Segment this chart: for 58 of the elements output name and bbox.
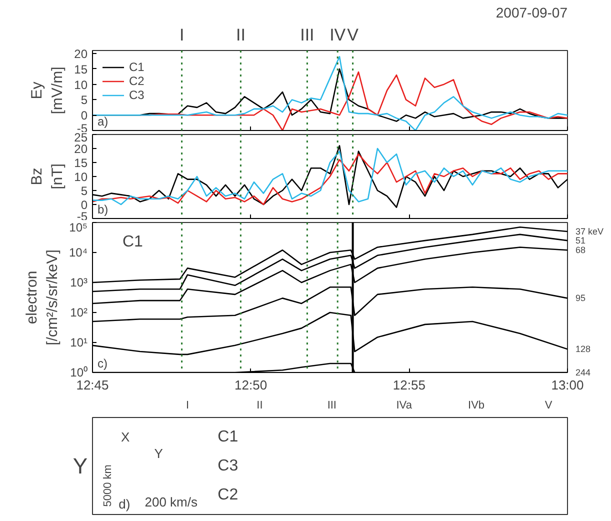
series-label: 51 xyxy=(576,236,586,246)
y-tick-label: 10⁰ xyxy=(70,366,88,380)
category-label: III xyxy=(327,400,336,412)
ref-line-label: III xyxy=(300,26,314,44)
y-tick-label: 10² xyxy=(70,306,88,320)
chart-title: 2007-09-07 xyxy=(496,4,568,20)
category-label: I xyxy=(186,400,190,412)
annotation: c) xyxy=(98,356,108,370)
x-tick-label: 12:55 xyxy=(392,378,426,392)
series-label: 128 xyxy=(576,344,591,354)
y-tick-label: 10 xyxy=(74,170,88,184)
series-label: 244 xyxy=(576,368,591,378)
text: X xyxy=(121,430,130,445)
text: d) xyxy=(118,496,130,512)
text: 200 km/s xyxy=(144,494,198,510)
series-label: 68 xyxy=(576,245,586,256)
category-label: C1 xyxy=(218,428,238,446)
y-tick-label: 15 xyxy=(74,156,88,170)
ref-line-label: IV xyxy=(330,26,346,44)
legend-label: C1 xyxy=(129,60,146,74)
category-label: C3 xyxy=(218,458,238,474)
annotation: C1 xyxy=(122,234,144,250)
y-tick-label: 5 xyxy=(80,184,88,198)
y-tick-label: 10¹ xyxy=(70,336,88,350)
x-tick-label: 12:45 xyxy=(76,378,109,392)
legend-label: C3 xyxy=(129,88,146,102)
x-tick-label: 13:00 xyxy=(551,378,584,392)
y-tick-label: 0 xyxy=(80,108,88,123)
y-tick-label: 20 xyxy=(74,47,88,62)
series-label: 37 keV xyxy=(576,226,604,237)
y-tick-label: 10⁵ xyxy=(69,220,88,234)
y-tick-label: 10 xyxy=(74,78,88,92)
y-axis-title: electron [/cm²/s/sr/keV] xyxy=(24,250,61,346)
text: Y xyxy=(154,446,164,462)
y-tick-label: 10⁴ xyxy=(68,246,88,260)
annotation: a) xyxy=(98,114,108,128)
x-tick-label: 12:50 xyxy=(234,378,268,392)
y-axis-title: Bz [nT] xyxy=(28,164,66,190)
ref-line-label: I xyxy=(179,26,184,44)
category-label: IVa xyxy=(396,400,413,412)
category-label: IVb xyxy=(468,400,485,412)
y-axis-title: Ey [mV/m] xyxy=(28,66,66,114)
y-tick-label: 20 xyxy=(74,142,88,156)
ref-line-label: V xyxy=(347,26,360,44)
text: 5000 km xyxy=(102,464,114,507)
text: Y xyxy=(72,454,88,478)
category-label: C2 xyxy=(218,486,238,504)
category-label: II xyxy=(256,400,263,412)
y-tick-label: 25 xyxy=(74,130,88,144)
category-label: V xyxy=(544,400,553,412)
y-tick-label: 15 xyxy=(74,62,88,76)
annotation: b) xyxy=(98,202,108,216)
legend-label: C2 xyxy=(129,74,146,88)
ref-line-label: II xyxy=(236,26,246,44)
y-tick-label: 5 xyxy=(80,93,88,108)
series-label: 95 xyxy=(576,293,586,304)
y-tick-label: 10³ xyxy=(70,276,88,290)
y-tick-label: 0 xyxy=(80,198,88,212)
